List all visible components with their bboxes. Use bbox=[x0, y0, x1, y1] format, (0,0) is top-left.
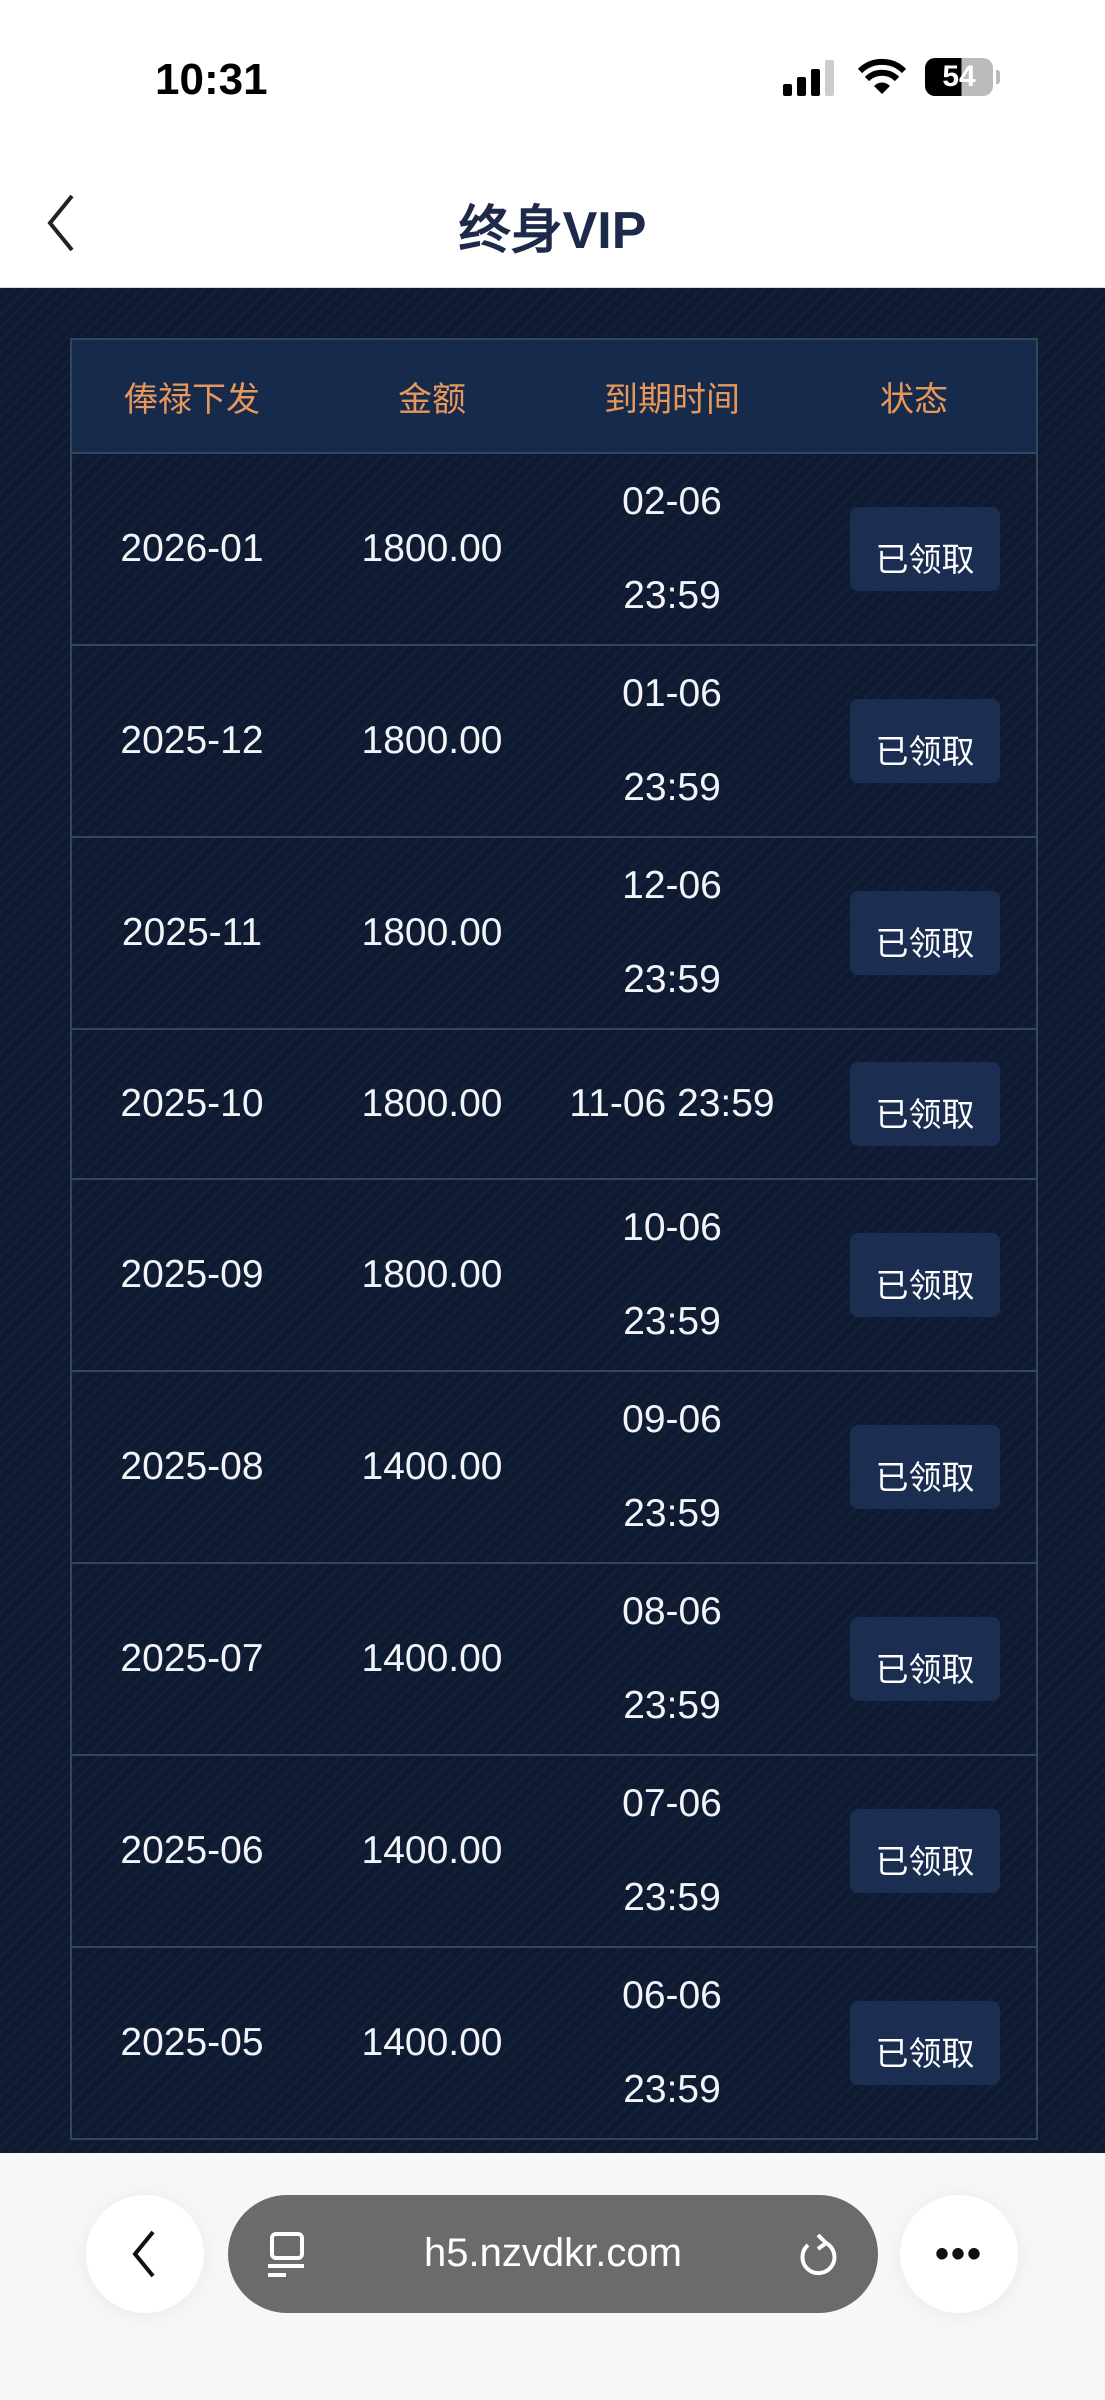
amount-cell: 1400.00 bbox=[361, 1637, 503, 1680]
more-button[interactable]: ••• bbox=[900, 2195, 1018, 2313]
status-cell: 已领取 bbox=[792, 1617, 1036, 1701]
more-icon: ••• bbox=[934, 2231, 983, 2276]
period-cell: 2025-09 bbox=[120, 1253, 264, 1296]
page-title: 终身VIP bbox=[458, 202, 647, 260]
period-cell: 2025-11 bbox=[121, 911, 263, 954]
expiry-cell: 11-06 23:59 bbox=[552, 1057, 792, 1151]
signal-icon bbox=[783, 60, 834, 96]
claimed-button[interactable]: 已领取 bbox=[850, 1425, 1000, 1509]
expiry-date: 01-06 bbox=[622, 672, 722, 715]
status-cell: 已领取 bbox=[792, 1062, 1036, 1146]
status-cell: 已领取 bbox=[792, 1809, 1036, 1893]
period-cell: 2025-05 bbox=[120, 2021, 264, 2064]
amount-cell: 1800.00 bbox=[361, 1082, 503, 1125]
expiry-date: 06-06 bbox=[622, 1974, 722, 2017]
expiry-date: 10-06 bbox=[622, 1206, 722, 1249]
claimed-button[interactable]: 已领取 bbox=[850, 891, 1000, 975]
wifi-icon bbox=[858, 58, 906, 94]
reload-icon[interactable] bbox=[796, 2231, 840, 2279]
claimed-button[interactable]: 已领取 bbox=[850, 1233, 1000, 1317]
tabs-icon bbox=[268, 2232, 304, 2277]
claimed-button[interactable]: 已领取 bbox=[850, 2001, 1000, 2085]
expiry-time: 23:59 bbox=[623, 574, 721, 617]
nav-bar: 终身VIP bbox=[0, 160, 1105, 288]
expiry-time: 23:59 bbox=[623, 1684, 721, 1727]
table-row: 2025-08 1400.00 09-06 23:59 已领取 bbox=[72, 1372, 1036, 1564]
table-row: 2025-07 1400.00 08-06 23:59 已领取 bbox=[72, 1564, 1036, 1756]
back-button[interactable] bbox=[38, 188, 88, 258]
expiry-cell: 06-06 23:59 bbox=[552, 1949, 792, 2137]
period-cell: 2025-08 bbox=[120, 1445, 264, 1488]
expiry-date: 12-06 bbox=[622, 864, 722, 907]
table-row: 2025-05 1400.00 06-06 23:59 已领取 bbox=[72, 1948, 1036, 2140]
table-row: 2026-01 1800.00 02-06 23:59 已领取 bbox=[72, 454, 1036, 646]
browser-back-button[interactable] bbox=[86, 2195, 204, 2313]
expiry-date: 09-06 bbox=[622, 1398, 722, 1441]
period-cell: 2025-10 bbox=[120, 1082, 264, 1125]
expiry-cell: 10-06 23:59 bbox=[552, 1181, 792, 1369]
expiry-time: 23:59 bbox=[623, 1492, 721, 1535]
chevron-left-icon bbox=[132, 2230, 155, 2278]
clock: 10:31 bbox=[155, 55, 268, 104]
amount-cell: 1800.00 bbox=[361, 527, 503, 570]
header-expiry: 到期时间 bbox=[604, 380, 740, 419]
battery-icon: 54 bbox=[925, 58, 1000, 96]
url-text: h5.nzvdkr.com bbox=[424, 2231, 682, 2275]
expiry-time: 23:59 bbox=[623, 2068, 721, 2111]
status-cell: 已领取 bbox=[792, 507, 1036, 591]
status-cell: 已领取 bbox=[792, 1425, 1036, 1509]
status-cell: 已领取 bbox=[792, 891, 1036, 975]
period-cell: 2025-07 bbox=[120, 1637, 264, 1680]
claimed-button[interactable]: 已领取 bbox=[850, 699, 1000, 783]
amount-cell: 1800.00 bbox=[361, 1253, 503, 1296]
expiry-date: 11-06 23:59 bbox=[569, 1082, 775, 1125]
expiry-cell: 07-06 23:59 bbox=[552, 1757, 792, 1945]
expiry-cell: 09-06 23:59 bbox=[552, 1373, 792, 1561]
header-amount: 金额 bbox=[398, 380, 466, 419]
table-row: 2025-10 1800.00 11-06 23:59 已领取 bbox=[72, 1030, 1036, 1180]
status-cell: 已领取 bbox=[792, 699, 1036, 783]
header-period: 俸禄下发 bbox=[124, 380, 260, 419]
content-area: 俸禄下发 金额 到期时间 状态 2026-01 1800.00 02-06 23:59… bbox=[0, 288, 1105, 2153]
expiry-date: 08-06 bbox=[622, 1590, 722, 1633]
expiry-cell: 12-06 23:59 bbox=[552, 839, 792, 1027]
claimed-button[interactable]: 已领取 bbox=[850, 1809, 1000, 1893]
claimed-button[interactable]: 已领取 bbox=[850, 1062, 1000, 1146]
browser-toolbar: h5.nzvdkr.com ••• bbox=[0, 2153, 1105, 2400]
address-bar[interactable]: h5.nzvdkr.com bbox=[228, 2195, 878, 2313]
amount-cell: 1400.00 bbox=[361, 1445, 503, 1488]
expiry-time: 23:59 bbox=[623, 958, 721, 1001]
status-cell: 已领取 bbox=[792, 1233, 1036, 1317]
salary-table: 俸禄下发 金额 到期时间 状态 2026-01 1800.00 02-06 23:59… bbox=[70, 338, 1038, 2140]
header-status: 状态 bbox=[880, 380, 948, 419]
table-row: 2025-09 1800.00 10-06 23:59 已领取 bbox=[72, 1180, 1036, 1372]
status-cell: 已领取 bbox=[792, 2001, 1036, 2085]
status-bar: 10:31 54 bbox=[0, 0, 1105, 160]
expiry-time: 23:59 bbox=[623, 1876, 721, 1919]
expiry-time: 23:59 bbox=[623, 1300, 721, 1343]
amount-cell: 1400.00 bbox=[361, 2021, 503, 2064]
amount-cell: 1400.00 bbox=[361, 1829, 503, 1872]
period-cell: 2025-12 bbox=[120, 719, 264, 762]
expiry-date: 02-06 bbox=[622, 480, 722, 523]
period-cell: 2025-06 bbox=[120, 1829, 264, 1872]
expiry-date: 07-06 bbox=[622, 1782, 722, 1825]
claimed-button[interactable]: 已领取 bbox=[850, 1617, 1000, 1701]
expiry-cell: 02-06 23:59 bbox=[552, 455, 792, 643]
expiry-cell: 08-06 23:59 bbox=[552, 1565, 792, 1753]
table-row: 2025-11 1800.00 12-06 23:59 已领取 bbox=[72, 838, 1036, 1030]
table-header: 俸禄下发 金额 到期时间 状态 bbox=[72, 340, 1036, 454]
expiry-cell: 01-06 23:59 bbox=[552, 647, 792, 835]
amount-cell: 1800.00 bbox=[361, 719, 503, 762]
amount-cell: 1800.00 bbox=[361, 911, 503, 954]
period-cell: 2026-01 bbox=[120, 527, 264, 570]
expiry-time: 23:59 bbox=[623, 766, 721, 809]
claimed-button[interactable]: 已领取 bbox=[850, 507, 1000, 591]
table-row: 2025-12 1800.00 01-06 23:59 已领取 bbox=[72, 646, 1036, 838]
table-row: 2025-06 1400.00 07-06 23:59 已领取 bbox=[72, 1756, 1036, 1948]
